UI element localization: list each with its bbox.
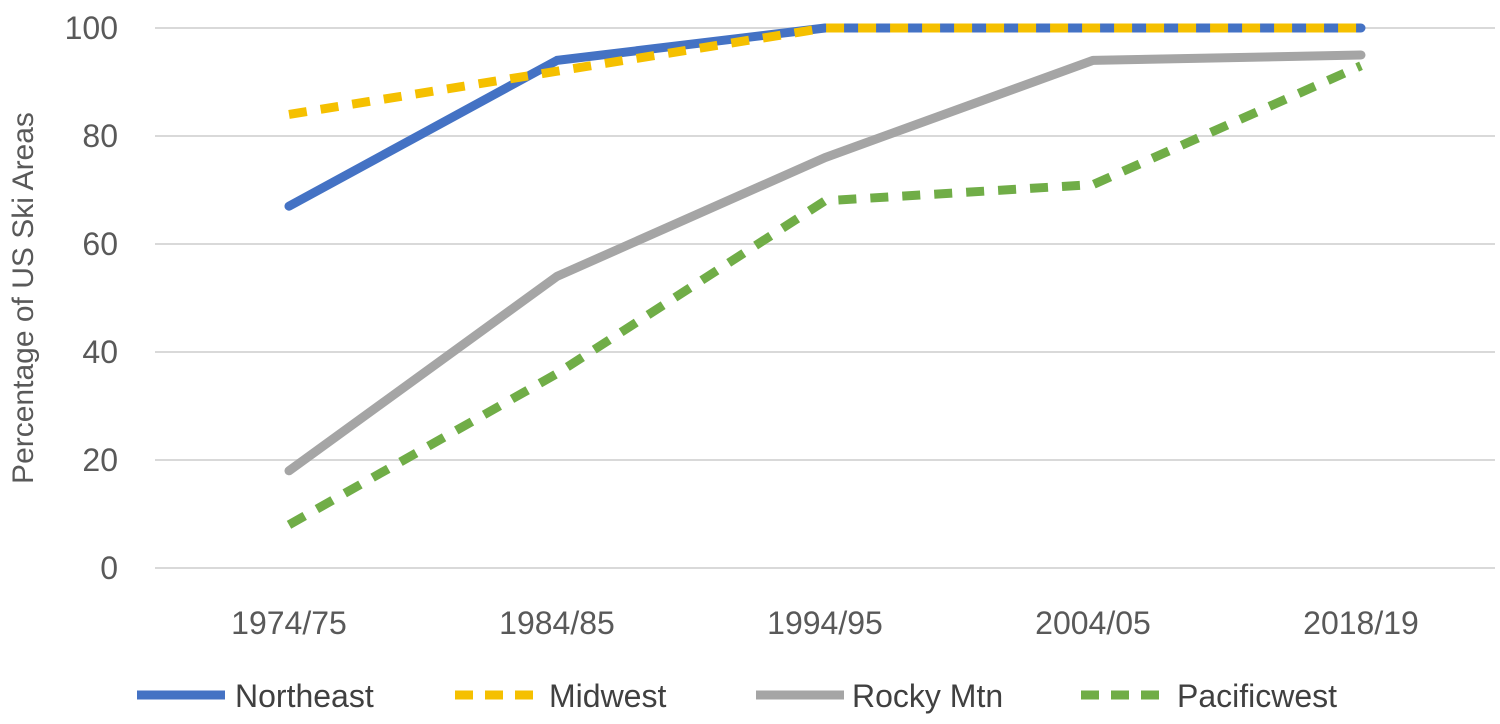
legend: Northeast Midwest Rocky Mtn Pacificwest (137, 678, 1337, 714)
y-tick-label: 20 (82, 442, 118, 478)
series-line-midwest (288, 23, 1361, 119)
series-line-rocky-mtn (284, 50, 1366, 476)
y-tick-label: 0 (100, 550, 118, 586)
x-tick-label: 1994/95 (767, 605, 883, 641)
series-lines (284, 23, 1366, 529)
x-tick-label: 1974/75 (231, 605, 347, 641)
legend-label: Northeast (235, 678, 374, 714)
x-tick-label: 2004/05 (1035, 605, 1151, 641)
y-axis-ticks: 0 20 40 60 80 100 (65, 10, 118, 586)
y-tick-label: 80 (82, 118, 118, 154)
series-line-pacificwest (286, 61, 1363, 529)
legend-label: Midwest (549, 678, 666, 714)
y-axis-title: Percentage of US Ski Areas (7, 112, 40, 484)
legend-label: Rocky Mtn (852, 678, 1003, 714)
x-tick-label: 1984/85 (499, 605, 615, 641)
x-tick-label: 2018/19 (1303, 605, 1419, 641)
y-tick-label: 100 (65, 10, 118, 46)
y-tick-label: 60 (82, 226, 118, 262)
legend-label: Pacificwest (1177, 678, 1337, 714)
y-tick-label: 40 (82, 334, 118, 370)
x-axis-ticks: 1974/75 1984/85 1994/95 2004/05 2018/19 (231, 605, 1419, 641)
